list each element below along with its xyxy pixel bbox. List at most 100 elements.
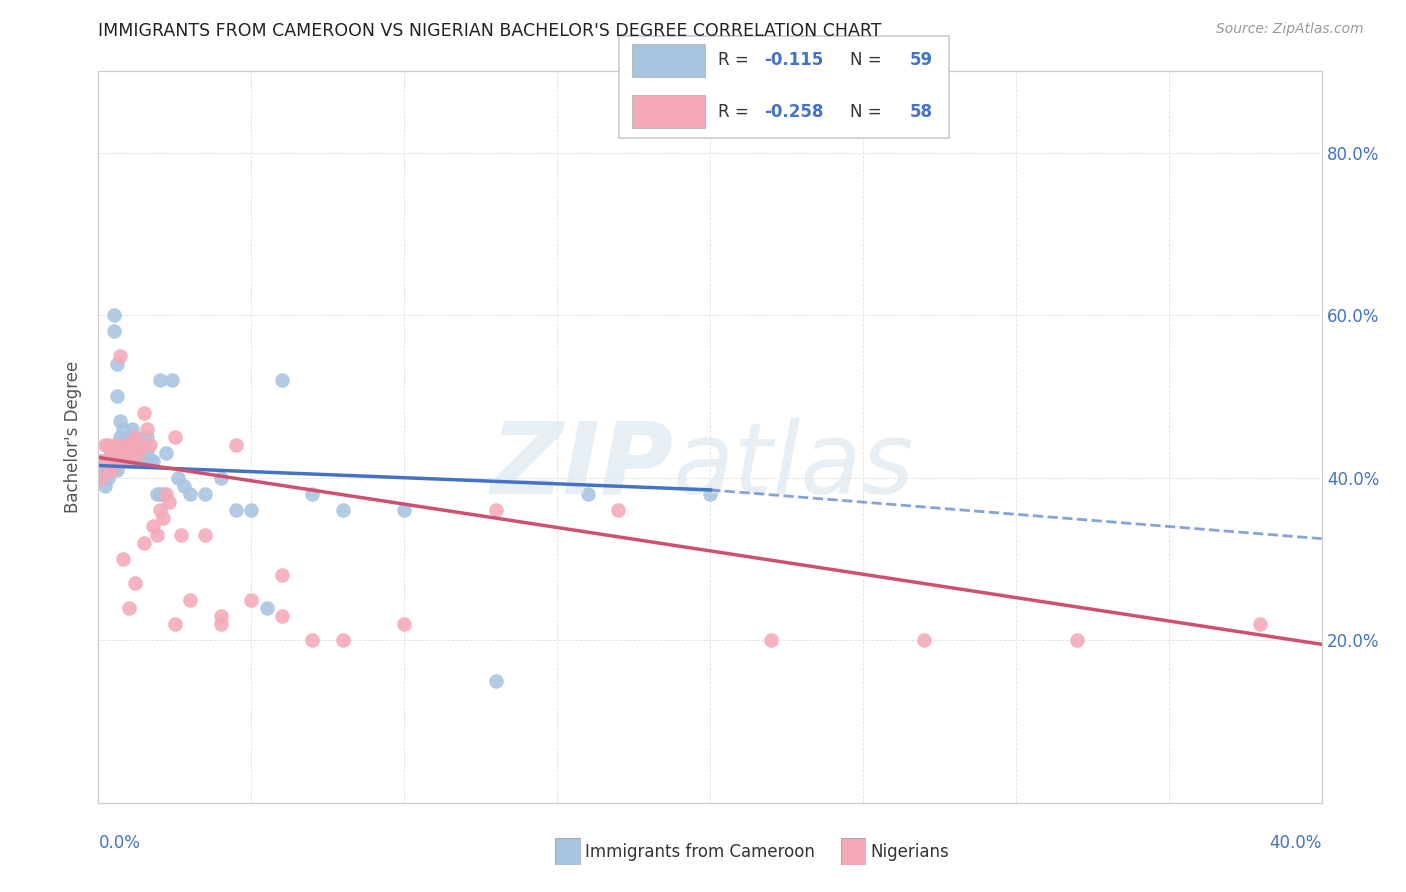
Text: 0.0%: 0.0% <box>98 834 141 852</box>
Point <box>103 308 125 322</box>
Text: -0.258: -0.258 <box>763 103 824 120</box>
Point <box>134 454 156 468</box>
Point <box>89 471 111 485</box>
Point <box>108 414 131 428</box>
Text: -0.115: -0.115 <box>763 52 824 70</box>
Point <box>118 430 141 444</box>
Point <box>129 446 152 460</box>
Point <box>105 446 128 460</box>
Point <box>485 673 508 688</box>
Point <box>149 503 172 517</box>
Point <box>105 462 128 476</box>
Point <box>145 487 167 501</box>
Text: 59: 59 <box>910 52 932 70</box>
Point <box>170 527 193 541</box>
Point <box>392 617 416 632</box>
Point <box>91 471 114 485</box>
Text: IMMIGRANTS FROM CAMEROON VS NIGERIAN BACHELOR'S DEGREE CORRELATION CHART: IMMIGRANTS FROM CAMEROON VS NIGERIAN BAC… <box>98 22 882 40</box>
Point <box>93 462 115 476</box>
Point <box>136 422 159 436</box>
Point <box>607 503 630 517</box>
Text: N =: N = <box>849 52 887 70</box>
Text: Source: ZipAtlas.com: Source: ZipAtlas.com <box>1216 22 1364 37</box>
Point <box>118 600 141 615</box>
Point <box>209 471 232 485</box>
Point <box>139 438 162 452</box>
Point <box>485 503 508 517</box>
Point <box>155 446 177 460</box>
Point <box>179 487 201 501</box>
Point <box>136 446 159 460</box>
Bar <box>631 95 704 128</box>
Point <box>759 633 782 648</box>
Point <box>121 446 143 460</box>
Point <box>97 454 120 468</box>
Point <box>332 633 354 648</box>
Point <box>115 438 138 452</box>
Point <box>108 446 131 460</box>
Text: R =: R = <box>718 52 754 70</box>
Point <box>194 527 217 541</box>
Point <box>194 487 217 501</box>
Point <box>167 471 190 485</box>
Point <box>111 454 134 468</box>
Point <box>129 438 152 452</box>
Point <box>912 633 935 648</box>
Point <box>108 349 131 363</box>
Point <box>121 438 143 452</box>
Point <box>121 446 143 460</box>
Point <box>332 503 354 517</box>
Point <box>134 535 156 549</box>
Point <box>97 454 120 468</box>
Point <box>91 454 114 468</box>
Text: ZIP: ZIP <box>491 417 673 515</box>
Point <box>111 422 134 436</box>
Point <box>301 487 323 501</box>
Point <box>127 446 149 460</box>
Point <box>111 438 134 452</box>
Text: Nigerians: Nigerians <box>870 843 949 861</box>
Point <box>145 527 167 541</box>
Point <box>149 373 172 387</box>
Point <box>179 592 201 607</box>
Point <box>100 462 122 476</box>
Point <box>152 487 174 501</box>
Point <box>118 438 141 452</box>
Point <box>240 592 263 607</box>
Point <box>124 430 146 444</box>
Point <box>142 454 165 468</box>
Point <box>94 462 117 476</box>
Point <box>100 446 122 460</box>
Point <box>105 357 128 371</box>
Point <box>97 471 120 485</box>
Point <box>118 454 141 468</box>
Point <box>1066 633 1088 648</box>
Bar <box>631 44 704 77</box>
Point <box>139 454 162 468</box>
Point <box>240 503 263 517</box>
Text: 40.0%: 40.0% <box>1270 834 1322 852</box>
Point <box>392 503 416 517</box>
Point <box>163 617 186 632</box>
Point <box>173 479 195 493</box>
Point <box>100 446 122 460</box>
Point <box>90 471 112 485</box>
Point <box>90 454 112 468</box>
Point <box>160 373 183 387</box>
Point <box>134 438 156 452</box>
Text: N =: N = <box>849 103 887 120</box>
Point <box>115 446 138 460</box>
Point <box>105 389 128 403</box>
Point <box>209 617 232 632</box>
Point <box>270 373 292 387</box>
Point <box>270 608 292 623</box>
Point <box>301 633 323 648</box>
Point <box>108 430 131 444</box>
Point <box>98 454 121 468</box>
Point <box>124 576 146 591</box>
Point <box>93 454 115 468</box>
Point <box>256 600 278 615</box>
Point <box>100 462 122 476</box>
Point <box>115 446 138 460</box>
Point <box>118 454 141 468</box>
